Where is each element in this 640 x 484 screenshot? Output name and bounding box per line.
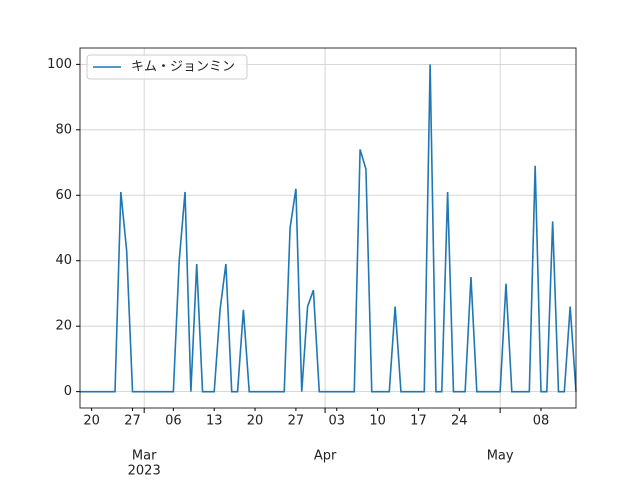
x-tick-label: 24 <box>451 414 468 429</box>
plot-frame <box>79 47 577 409</box>
x-tick-label: 20 <box>83 414 100 429</box>
x-tick-label: 27 <box>124 414 141 429</box>
x-month-label: May <box>487 449 514 464</box>
legend: キム・ジョンミン <box>86 54 248 80</box>
x-tick-label: 08 <box>533 414 550 429</box>
x-tick-label: 10 <box>369 414 386 429</box>
x-tick-label: 03 <box>328 414 345 429</box>
legend-box <box>86 54 248 80</box>
x-tick-label: 17 <box>410 414 427 429</box>
x-tick-label: 20 <box>247 414 264 429</box>
y-tick-label: 100 <box>47 57 72 72</box>
x-tick-label: 13 <box>206 414 223 429</box>
legend-label: キム・ジョンミン <box>131 60 235 75</box>
y-tick-label: 20 <box>55 319 72 334</box>
y-tick-label: 40 <box>55 253 72 268</box>
y-tick-label: 80 <box>55 122 72 137</box>
x-tick-label: 27 <box>288 414 305 429</box>
x-month-label: Mar <box>132 449 157 464</box>
x-tick-label: 06 <box>165 414 182 429</box>
x-month-label: Apr <box>314 449 337 464</box>
y-tick-label: 0 <box>64 384 72 399</box>
line-series <box>80 64 577 393</box>
y-tick-label: 60 <box>55 188 72 203</box>
x-year-label: 2023 <box>128 464 161 479</box>
